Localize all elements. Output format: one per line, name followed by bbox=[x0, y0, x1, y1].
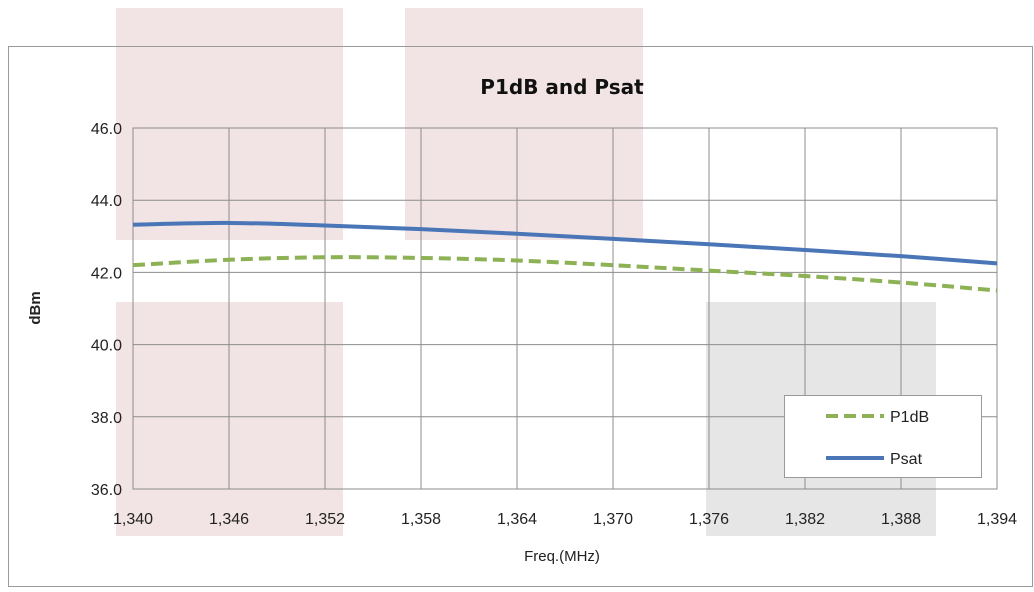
plot-area-border bbox=[132, 127, 998, 490]
x-tick-label: 1,358 bbox=[401, 511, 441, 528]
x-tick-label: 1,394 bbox=[977, 511, 1017, 528]
y-tick-label: 46.0 bbox=[91, 121, 122, 138]
x-tick-label: 1,388 bbox=[881, 511, 921, 528]
y-tick-label: 40.0 bbox=[91, 338, 122, 355]
x-tick-label: 1,370 bbox=[593, 511, 633, 528]
legend-label-psat: Psat bbox=[890, 451, 923, 468]
y-tick-label: 36.0 bbox=[91, 482, 122, 499]
x-tick-label: 1,346 bbox=[209, 511, 249, 528]
x-tick-label: 1,352 bbox=[305, 511, 345, 528]
legend: P1dB Psat bbox=[784, 395, 982, 478]
x-tick-label: 1,382 bbox=[785, 511, 825, 528]
y-tick-label: 42.0 bbox=[91, 265, 122, 282]
series-line-psat bbox=[132, 220, 998, 266]
x-tick-label: 1,364 bbox=[497, 511, 537, 528]
y-tick-label: 38.0 bbox=[91, 410, 122, 427]
series-lines bbox=[132, 220, 998, 293]
chart-title: P1dB and Psat bbox=[480, 75, 644, 99]
y-tick-labels: 36.0 38.0 40.0 42.0 44.0 46.0 bbox=[91, 121, 122, 499]
y-tick-label: 44.0 bbox=[91, 193, 122, 210]
x-axis-title: Freq.(MHz) bbox=[524, 548, 600, 565]
bg-block bbox=[405, 8, 643, 240]
legend-label-p1db: P1dB bbox=[890, 409, 929, 426]
chart-frame bbox=[8, 46, 1033, 587]
x-tick-label: 1,376 bbox=[689, 511, 729, 528]
grid bbox=[132, 127, 998, 490]
series-line-p1db bbox=[132, 255, 998, 293]
legend-box bbox=[784, 395, 982, 478]
y-axis-title: dBm bbox=[27, 291, 44, 324]
x-tick-label: 1,340 bbox=[113, 511, 153, 528]
x-tick-labels: 1,340 1,346 1,352 1,358 1,364 1,370 1,376 1,382… bbox=[113, 511, 1017, 528]
